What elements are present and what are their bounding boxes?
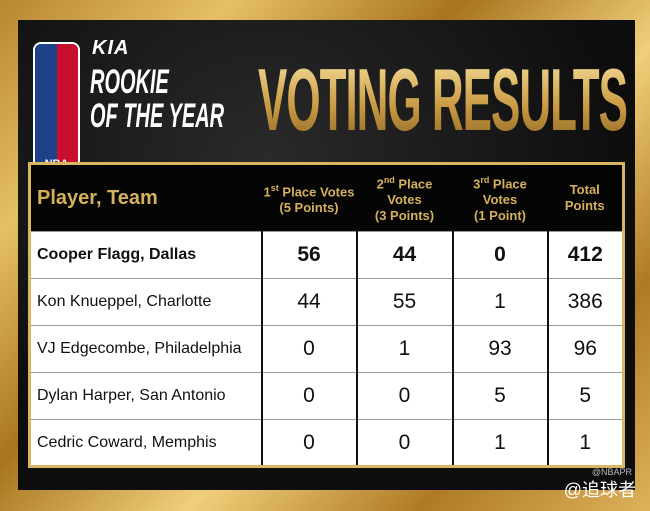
watermark: @追球者: [563, 480, 636, 500]
value-cell: 0: [355, 372, 453, 420]
col-player: Player, Team: [29, 163, 262, 232]
value-cell: 1: [451, 419, 548, 467]
col-third: 3rd Place Votes (1 Point): [452, 163, 548, 232]
nba-logo: NBA: [33, 42, 80, 178]
value-cell: 96: [546, 325, 624, 373]
table-row: VJ Edgecombe, Philadelphia 0 1 93 96: [29, 325, 624, 373]
value-cell: 44: [260, 278, 357, 326]
value-cell: 1: [451, 278, 548, 326]
col-second: 2nd Place Votes (3 Points): [356, 163, 453, 232]
value-cell: 386: [546, 278, 624, 326]
value-cell: 0: [260, 372, 357, 420]
value-cell: 55: [355, 278, 453, 326]
table-row: Cooper Flagg, Dallas 56 44 0 412: [29, 231, 624, 279]
player-cell: Dylan Harper, San Antonio: [29, 372, 262, 420]
player-cell: Cooper Flagg, Dallas: [29, 231, 262, 279]
value-cell: 1: [546, 419, 624, 467]
value-cell: 44: [355, 231, 453, 279]
col-total: Total Points: [547, 163, 624, 232]
table-row: Kon Knueppel, Charlotte 44 55 1 386: [29, 278, 624, 326]
table-row: Dylan Harper, San Antonio 0 0 5 5: [29, 372, 624, 420]
value-cell: 0: [451, 231, 548, 279]
value-cell: 412: [546, 231, 624, 279]
value-cell: 0: [260, 419, 357, 467]
value-cell: 5: [546, 372, 624, 420]
kia-logo: KIA: [92, 37, 130, 59]
value-cell: 1: [355, 325, 453, 373]
header-row: Player, Team 1st Place Votes (5 Points) 2…: [29, 163, 624, 232]
col-first: 1st Place Votes (5 Points): [261, 163, 357, 232]
player-cell: Cedric Coward, Memphis: [29, 419, 262, 467]
value-cell: 0: [355, 419, 453, 467]
value-cell: 56: [260, 231, 357, 279]
player-cell: Kon Knueppel, Charlotte: [29, 278, 262, 326]
award-title: ROOKIE OF THE YEAR: [90, 64, 225, 136]
player-cell: VJ Edgecombe, Philadelphia: [29, 325, 262, 373]
value-cell: 93: [451, 325, 548, 373]
table-row: Cedric Coward, Memphis 0 0 1 1: [29, 419, 624, 467]
page-title: VOTING RESULTS: [258, 52, 628, 150]
value-cell: 0: [260, 325, 357, 373]
value-cell: 5: [451, 372, 548, 420]
voting-table: Player, Team 1st Place Votes (5 Points) 2…: [28, 162, 625, 468]
credit: @NBAPR: [591, 467, 632, 477]
